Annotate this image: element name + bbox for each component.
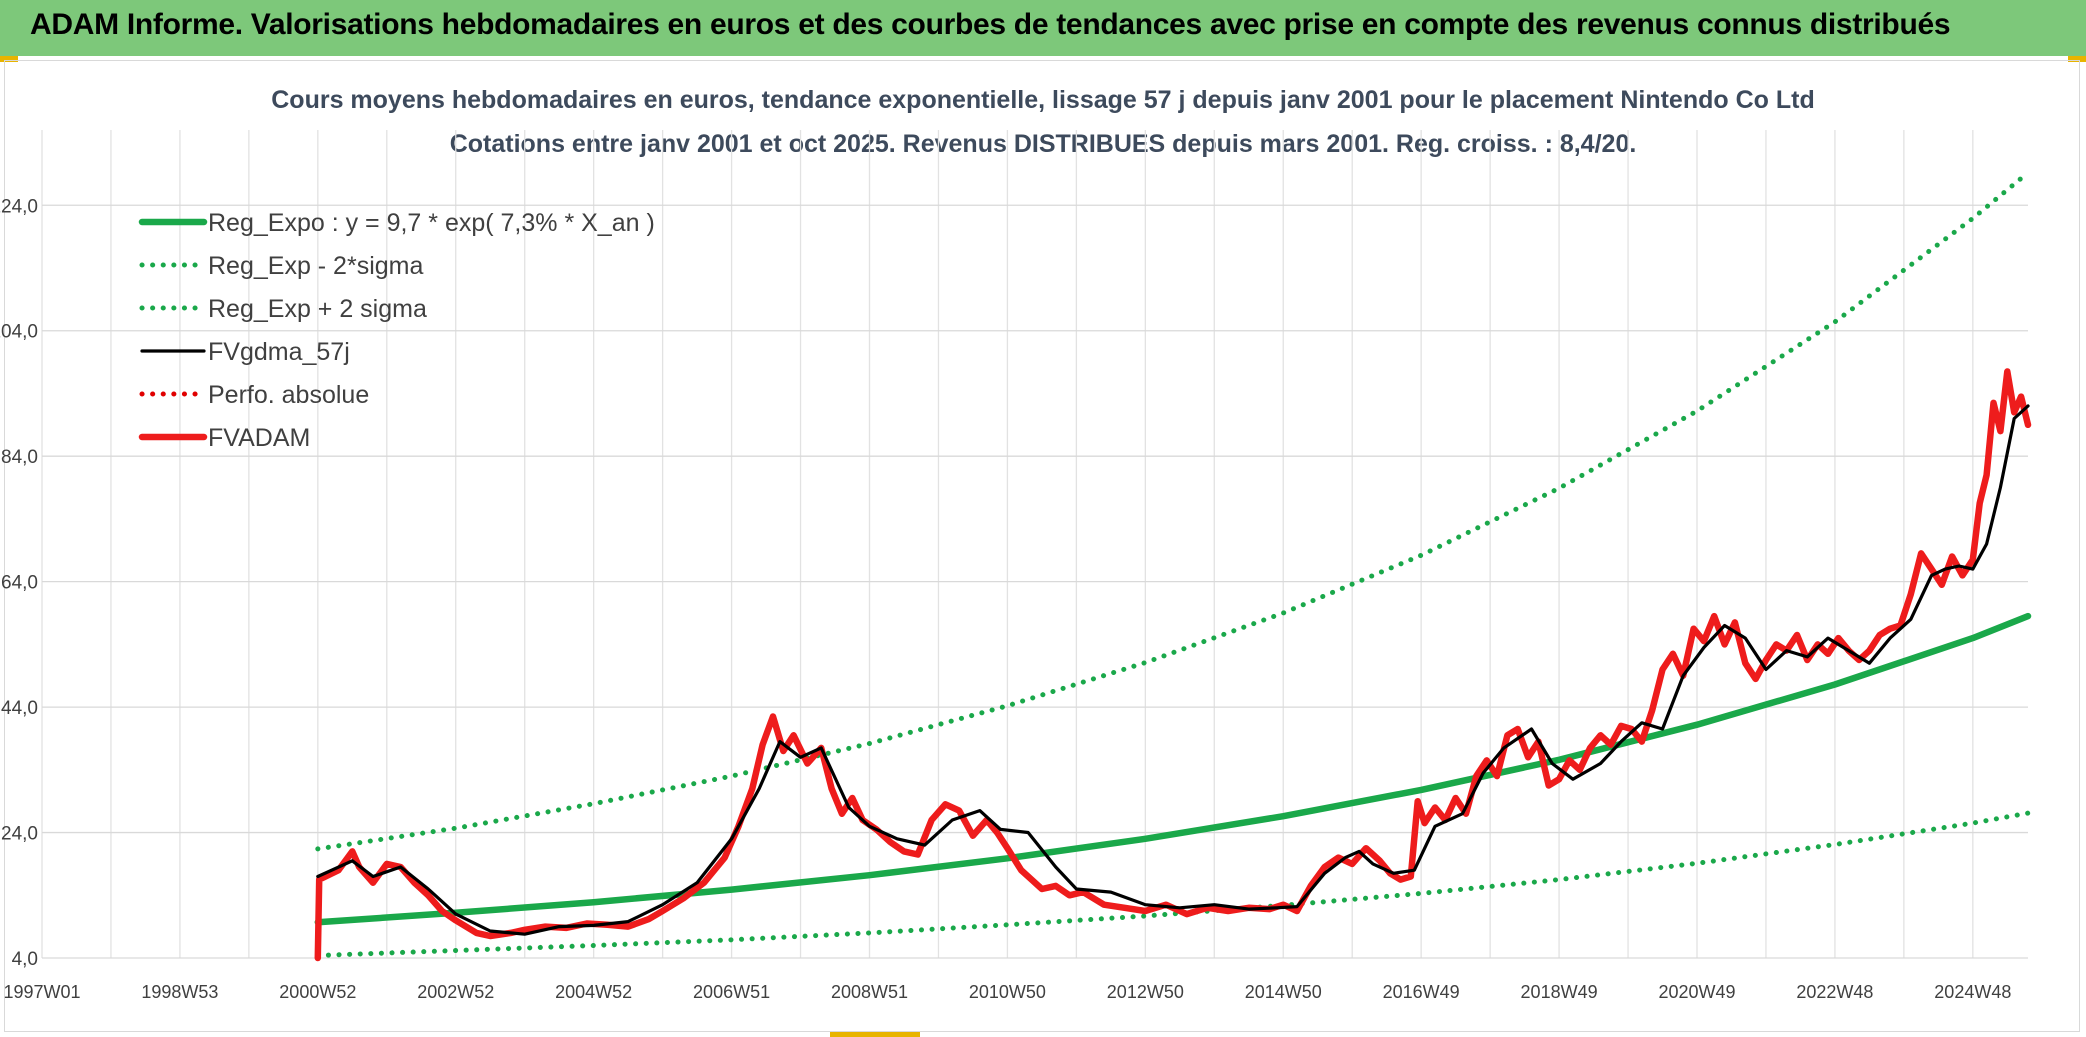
series-line-3 <box>316 404 2030 936</box>
x-tick-label: 2000W52 <box>279 982 356 1002</box>
corner-accent-right <box>2068 56 2086 62</box>
series-line-1 <box>315 810 2031 958</box>
y-tick-label: 84,0 <box>1 447 38 468</box>
x-tick-label: 2016W49 <box>1383 982 1460 1002</box>
y-tick-label: 44,0 <box>1 698 38 719</box>
x-tick-label: 2008W51 <box>831 982 908 1002</box>
bottom-accent <box>830 1031 920 1037</box>
x-tick-label: 2006W51 <box>693 982 770 1002</box>
legend-label: Reg_Expo : y = 9,7 * exp( 7,3% * X_an ) <box>208 209 655 237</box>
y-tick-label: 64,0 <box>1 573 38 594</box>
x-tick-label: 2002W52 <box>417 982 494 1002</box>
chart-title: Cours moyens hebdomadaires en euros, ten… <box>271 86 1815 114</box>
legend-label: FVADAM <box>208 424 310 452</box>
y-tick-label: 124,0 <box>0 196 38 217</box>
legend-label: FVgdma_57j <box>208 338 350 366</box>
x-tick-label: 2014W50 <box>1245 982 1322 1002</box>
x-tick-label: 2024W48 <box>1934 982 2011 1002</box>
chart-subtitle: Cotations entre janv 2001 et oct 2025. R… <box>449 130 1637 158</box>
y-tick-label: 24,0 <box>1 824 38 845</box>
x-tick-label: 2020W49 <box>1658 982 1735 1002</box>
series-line-2 <box>315 170 2031 852</box>
x-tick-label: 2012W50 <box>1107 982 1184 1002</box>
legend-label: Reg_Exp + 2 sigma <box>208 295 427 323</box>
x-tick-label: 2022W48 <box>1796 982 1873 1002</box>
page-title: ADAM Informe. Valorisations hebdomadaire… <box>30 8 1951 41</box>
x-tick-label: 2018W49 <box>1521 982 1598 1002</box>
series-line-0 <box>314 612 2032 926</box>
legend-label: Reg_Exp - 2*sigma <box>208 252 423 280</box>
legend-label: Perfo. absolue <box>208 381 369 409</box>
header-bar: ADAM Informe. Valorisations hebdomadaire… <box>0 0 2086 56</box>
corner-accent-left <box>0 56 18 62</box>
chart-area <box>4 60 2080 1032</box>
x-tick-label: 1998W53 <box>141 982 218 1002</box>
x-tick-label: 1997W01 <box>3 982 80 1002</box>
x-tick-label: 2004W52 <box>555 982 632 1002</box>
x-tick-label: 2010W50 <box>969 982 1046 1002</box>
y-tick-label: 104,0 <box>0 322 38 343</box>
y-tick-label: 4,0 <box>12 949 38 970</box>
